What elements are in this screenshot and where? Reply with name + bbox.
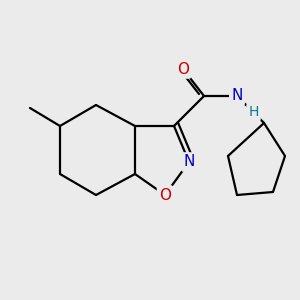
Text: N: N — [183, 154, 195, 169]
Text: N: N — [231, 88, 243, 104]
Text: O: O — [159, 188, 171, 202]
Text: O: O — [177, 61, 189, 76]
Text: H: H — [248, 106, 259, 119]
